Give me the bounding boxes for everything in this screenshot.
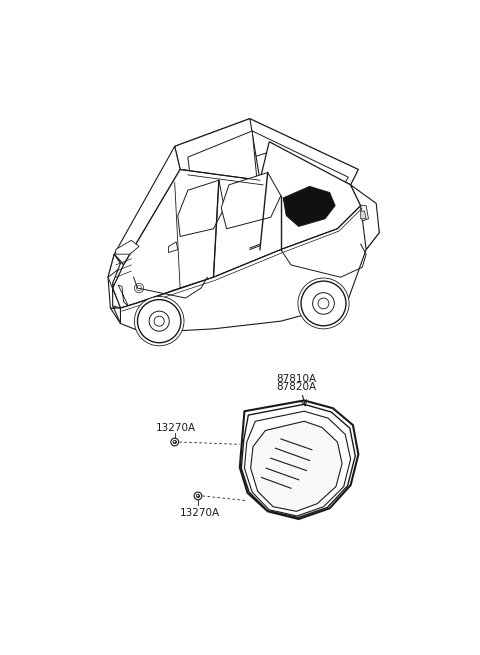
Polygon shape [241, 404, 355, 517]
Text: 13270A: 13270A [156, 423, 196, 433]
Polygon shape [244, 411, 350, 516]
Polygon shape [118, 285, 128, 306]
Circle shape [134, 297, 184, 346]
Polygon shape [175, 119, 359, 185]
Polygon shape [175, 119, 260, 180]
Polygon shape [360, 206, 369, 221]
Circle shape [298, 278, 349, 329]
Polygon shape [108, 254, 120, 324]
Polygon shape [168, 242, 178, 253]
Polygon shape [108, 254, 142, 314]
Text: 13270A: 13270A [180, 508, 219, 518]
Polygon shape [221, 172, 281, 229]
Polygon shape [240, 400, 359, 519]
Polygon shape [114, 146, 180, 265]
Polygon shape [116, 240, 139, 254]
Polygon shape [188, 131, 258, 187]
Polygon shape [283, 187, 335, 227]
Polygon shape [113, 141, 360, 308]
Polygon shape [108, 270, 120, 308]
Polygon shape [350, 185, 379, 250]
Polygon shape [360, 211, 366, 219]
Polygon shape [178, 180, 224, 236]
Text: 87820A: 87820A [276, 382, 316, 392]
Polygon shape [188, 131, 348, 190]
Text: 87810A: 87810A [276, 374, 316, 384]
Polygon shape [251, 421, 342, 512]
Polygon shape [110, 206, 379, 333]
